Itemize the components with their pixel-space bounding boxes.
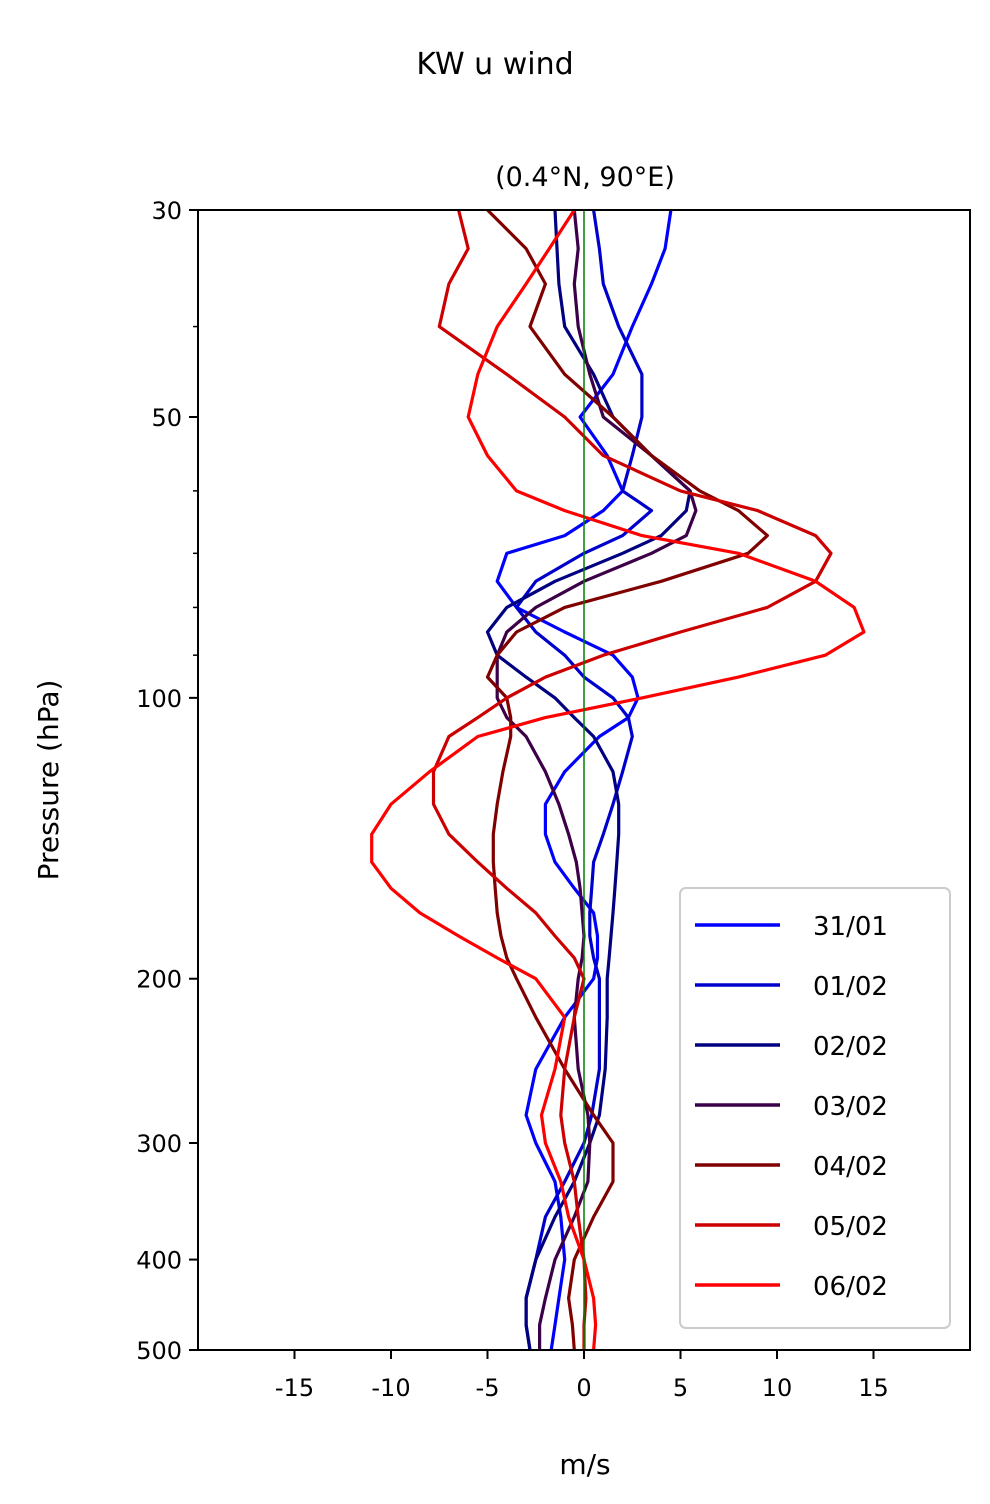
chart-subtitle: (0.4°N, 90°E) xyxy=(495,162,675,193)
legend: 31/01 01/02 02/02 03/02 04/02 05/02 06/02 xyxy=(679,887,951,1329)
y-axis-label: Pressure (hPa) xyxy=(32,680,65,881)
x-tick-label: 0 xyxy=(576,1374,591,1402)
legend-label: 03/02 xyxy=(813,1092,888,1122)
y-tick-label: 100 xyxy=(136,685,182,713)
y-tick-label: 50 xyxy=(151,404,182,432)
series-line-31-01 xyxy=(495,210,673,1350)
series-line-01-02 xyxy=(514,210,654,1350)
chart-title: KW u wind xyxy=(416,47,573,82)
x-axis-label: m/s xyxy=(559,1448,610,1481)
legend-box xyxy=(679,887,951,1329)
y-tick-label: 400 xyxy=(136,1247,182,1275)
series-line-04-02 xyxy=(485,210,769,1350)
series-layer xyxy=(370,210,866,1350)
y-tick-label: 30 xyxy=(151,197,182,225)
series-line-06-02 xyxy=(370,210,866,1350)
x-tick-label: 10 xyxy=(762,1374,793,1402)
tick-layer: -15 -10 -5 0 5 10 15 30 50 100 200 300 400 500 xyxy=(136,197,889,1402)
y-tick-label: 200 xyxy=(136,966,182,994)
x-tick-label: -15 xyxy=(275,1374,314,1402)
plot-frame xyxy=(197,209,971,1351)
x-tick-label: -10 xyxy=(371,1374,410,1402)
series-line-05-02 xyxy=(431,210,833,1350)
legend-label: 01/02 xyxy=(813,972,888,1002)
legend-label: 02/02 xyxy=(813,1032,888,1062)
x-tick-label: -5 xyxy=(476,1374,500,1402)
y-tick-label: 300 xyxy=(136,1130,182,1158)
x-tick-label: 5 xyxy=(673,1374,688,1402)
y-tick-label: 500 xyxy=(136,1337,182,1365)
legend-label: 06/02 xyxy=(813,1272,888,1302)
legend-label: 31/01 xyxy=(813,912,888,942)
legend-label: 05/02 xyxy=(813,1212,888,1242)
x-tick-label: 15 xyxy=(858,1374,889,1402)
legend-label: 04/02 xyxy=(813,1152,888,1182)
